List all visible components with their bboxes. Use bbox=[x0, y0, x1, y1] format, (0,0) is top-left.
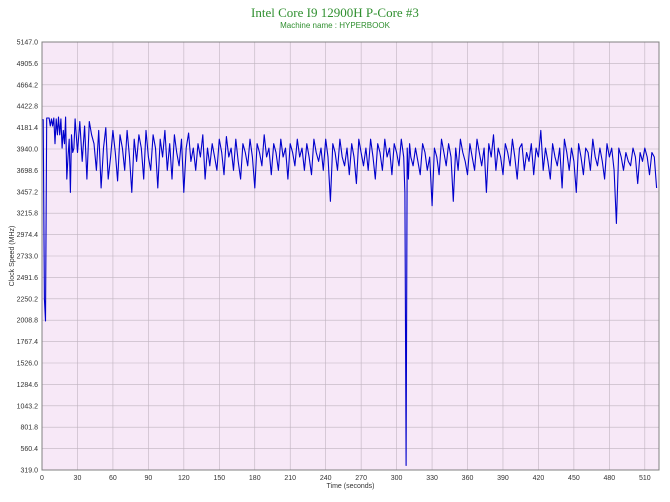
y-axis-label: Clock Speed (MHz) bbox=[9, 226, 16, 287]
chart-subtitle: Machine name : HYPERBOOK bbox=[280, 21, 390, 30]
x-tick-label: 90 bbox=[144, 475, 152, 482]
y-tick-label: 801.8 bbox=[20, 425, 38, 432]
y-tick-label: 3698.6 bbox=[17, 168, 39, 175]
y-tick-label: 2733.0 bbox=[17, 254, 39, 261]
x-tick-label: 420 bbox=[533, 475, 545, 482]
x-tick-label: 480 bbox=[604, 475, 616, 482]
y-tick-label: 2008.8 bbox=[17, 318, 39, 325]
x-tick-label: 120 bbox=[178, 475, 190, 482]
y-tick-label: 2974.4 bbox=[17, 232, 39, 239]
y-tick-label: 1526.0 bbox=[17, 361, 39, 368]
y-tick-label: 3457.2 bbox=[17, 189, 39, 196]
x-tick-label: 150 bbox=[213, 475, 225, 482]
x-axis-label: Time (seconds) bbox=[327, 483, 375, 490]
x-tick-label: 330 bbox=[426, 475, 438, 482]
y-tick-label: 5147.0 bbox=[17, 40, 39, 47]
y-tick-label: 2250.2 bbox=[17, 296, 39, 303]
x-tick-label: 210 bbox=[284, 475, 296, 482]
y-tick-label: 1767.4 bbox=[17, 339, 39, 346]
plot-frame bbox=[41, 41, 660, 471]
y-tick-label: 319.0 bbox=[20, 468, 38, 475]
x-tick-label: 0 bbox=[40, 475, 44, 482]
x-tick-label: 510 bbox=[639, 475, 651, 482]
x-axis-ticks: 0 30 60 90 120 150 180 210 240 270 300 330 360 390 420… bbox=[40, 475, 651, 482]
y-axis-ticks: 319.0 560.4 801.8 1043.2 1284.6 1526.0 1767.4 2… bbox=[17, 40, 39, 475]
x-tick-label: 30 bbox=[74, 475, 82, 482]
chart-title: Intel Core I9 12900H P-Core #3 bbox=[251, 5, 419, 20]
x-tick-label: 450 bbox=[568, 475, 580, 482]
series-line bbox=[42, 116, 658, 467]
y-tick-label: 4664.2 bbox=[17, 82, 39, 89]
x-tick-label: 270 bbox=[355, 475, 367, 482]
y-tick-label: 1284.6 bbox=[17, 382, 39, 389]
x-tick-label: 300 bbox=[391, 475, 403, 482]
y-tick-label: 3215.8 bbox=[17, 211, 39, 218]
y-tick-label: 1043.2 bbox=[17, 403, 39, 410]
x-tick-label: 240 bbox=[320, 475, 332, 482]
x-tick-label: 360 bbox=[462, 475, 474, 482]
y-tick-label: 4181.4 bbox=[17, 125, 39, 132]
y-tick-label: 4422.8 bbox=[17, 104, 39, 111]
x-tick-label: 60 bbox=[109, 475, 117, 482]
x-tick-label: 390 bbox=[497, 475, 509, 482]
y-tick-label: 560.4 bbox=[20, 446, 38, 453]
x-tick-label: 180 bbox=[249, 475, 261, 482]
y-tick-label: 4905.6 bbox=[17, 61, 39, 68]
series-layer bbox=[42, 116, 658, 467]
y-tick-label: 2491.6 bbox=[17, 275, 39, 282]
y-tick-label: 3940.0 bbox=[17, 147, 39, 154]
grid-lines bbox=[41, 41, 659, 471]
